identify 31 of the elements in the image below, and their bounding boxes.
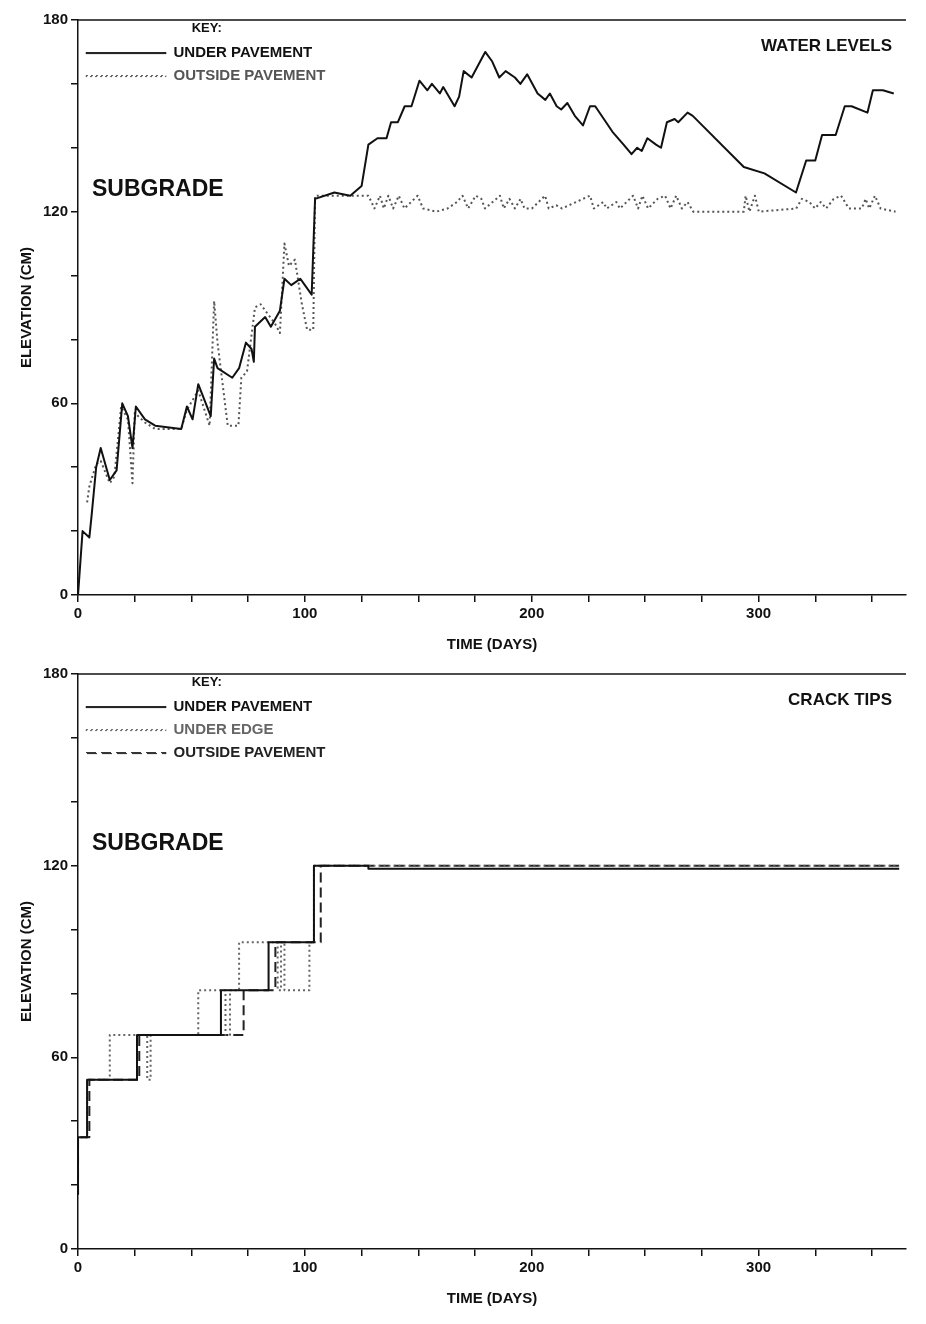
y-tick-label: 0 bbox=[59, 1239, 69, 1257]
text: WATER LEVELS bbox=[761, 36, 892, 56]
text: OUTSIDE PAVEMENT bbox=[173, 66, 326, 84]
x-tick-label: 300 bbox=[746, 1258, 772, 1276]
text: UNDER PAVEMENT bbox=[173, 43, 313, 61]
y-tick-label: 60 bbox=[51, 393, 69, 411]
y-tick-label: 120 bbox=[43, 201, 69, 219]
x-axis-title: TIME (DAYS) bbox=[446, 1289, 538, 1307]
x-tick-label: 300 bbox=[746, 604, 772, 622]
annotation: SUBGRADE bbox=[92, 174, 224, 201]
x-tick-label: 0 bbox=[73, 1258, 83, 1276]
x-tick-label: 200 bbox=[519, 604, 545, 622]
x-tick-label: 100 bbox=[292, 1258, 318, 1276]
text: CRACK TIPS bbox=[788, 690, 892, 710]
text: UNDER PAVEMENT bbox=[173, 697, 313, 715]
x-tick-label: 0 bbox=[73, 604, 83, 622]
x-tick-label: 100 bbox=[292, 604, 318, 622]
y-tick-label: 0 bbox=[59, 585, 69, 603]
y-tick-label: 60 bbox=[51, 1047, 69, 1065]
text: OUTSIDE PAVEMENT bbox=[173, 743, 326, 761]
annotation: SUBGRADE bbox=[92, 828, 224, 855]
y-tick-label: 180 bbox=[43, 10, 69, 28]
y-axis-title: ELEVATION (CM) bbox=[17, 900, 35, 1023]
x-tick-label: 200 bbox=[519, 1258, 545, 1276]
legend-title: KEY: bbox=[191, 674, 222, 690]
y-axis-title: ELEVATION (CM) bbox=[17, 246, 35, 369]
y-tick-label: 120 bbox=[43, 855, 69, 873]
y-tick-label: 180 bbox=[43, 664, 69, 682]
legend-title: KEY: bbox=[191, 20, 222, 36]
text: UNDER EDGE bbox=[173, 720, 274, 738]
x-axis-title: TIME (DAYS) bbox=[446, 635, 538, 653]
